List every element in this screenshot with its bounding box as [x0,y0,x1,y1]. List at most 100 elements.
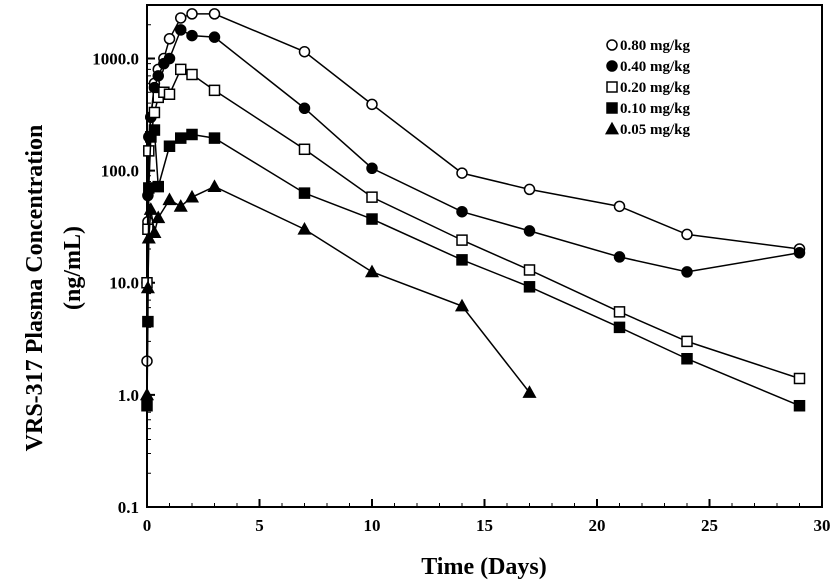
data-point [143,145,155,157]
data-point [143,182,155,194]
x-tick-label: 20 [589,516,606,535]
y-tick-label: 100.0 [101,162,139,181]
y-tick-label: 0.1 [118,498,139,517]
data-point [364,264,380,278]
data-point [186,128,198,141]
data-point [152,70,164,82]
data-point [366,213,378,225]
data-point [793,247,806,259]
x-axis-title: Time (Days) [421,554,547,580]
legend-marker [606,39,618,51]
series-layer [139,8,806,412]
series-line [146,127,800,407]
data-point [522,385,537,398]
y-tick-label: 1000.0 [92,49,139,68]
data-point [454,298,470,312]
data-point [141,399,153,412]
data-point [175,132,187,144]
data-point [681,352,693,365]
data-point [208,132,221,144]
data-point [207,179,222,192]
data-point [298,45,311,58]
x-tick-label: 10 [364,516,381,535]
data-point [186,29,198,42]
legend-marker [606,81,618,93]
data-point [456,234,468,246]
data-point [613,251,626,263]
data-point [613,321,626,334]
y-tick-label: 10.0 [109,274,139,293]
data-point [297,221,312,235]
data-point [140,280,155,294]
data-point [163,33,176,45]
series-0-20-mg-kg [141,63,806,385]
data-point [163,88,176,100]
legend-marker [606,102,618,114]
x-tick-label: 30 [814,516,831,535]
data-point [162,192,177,206]
x-tick-label: 15 [476,516,493,535]
series-0-10-mg-kg [141,124,806,412]
data-point [186,8,198,20]
legend-label: 0.80 mg/kg [620,38,691,54]
data-point [366,98,378,111]
series-0-80-mg-kg [141,8,806,367]
series-line [146,13,800,362]
data-point [151,210,166,224]
data-point [523,183,536,196]
data-point [148,124,161,136]
legend: 0.80 mg/kg 0.40 mg/kg 0.20 mg/kg 0.10 mg/kg… [604,38,691,138]
legend-marker [606,60,618,72]
axes: 0 5 10 15 20 25 30 0.1 1.0 10.0 100.0 1000.0 [92,4,831,535]
data-point [613,306,626,318]
data-point [298,143,311,156]
series-line [146,185,531,395]
data-point [523,264,536,276]
data-point [148,106,161,119]
legend-label: 0.05 mg/kg [620,122,691,138]
data-point [175,63,187,76]
data-point [175,24,187,36]
series-0-40-mg-kg [141,24,806,289]
data-point [147,225,162,238]
series-0-05-mg-kg [139,179,537,401]
plot-frame [146,4,823,508]
data-point [366,191,378,203]
data-point [298,187,311,199]
data-point [681,228,693,241]
data-point [208,84,221,97]
legend-label: 0.40 mg/kg [620,59,691,75]
legend-label: 0.20 mg/kg [620,80,691,96]
data-point [793,372,806,385]
data-point [173,199,188,212]
data-point [523,225,536,237]
y-axis-title: VRS-317 Plasma Concentration [22,125,48,452]
data-point [175,12,187,24]
legend-marker [604,121,620,135]
data-point [793,399,806,412]
data-point [152,180,164,193]
data-point [456,205,468,218]
y-axis-title-unit: (ng/mL) [60,226,86,310]
data-point [456,254,468,266]
data-point [681,335,693,348]
series-line [146,68,800,380]
data-point [148,81,161,94]
data-point [184,189,200,203]
data-point [139,387,155,401]
x-tick-label: 5 [255,516,264,535]
data-point [366,162,378,174]
legend-label: 0.10 mg/kg [620,101,691,117]
data-point [208,8,221,20]
data-point [523,281,536,293]
data-point [298,102,311,114]
data-point [613,200,626,213]
data-point [163,52,176,65]
data-point [143,202,158,215]
data-point [163,140,176,152]
data-point [681,266,693,278]
data-point [456,167,468,179]
data-point [186,68,198,81]
y-tick-label: 1.0 [118,386,139,405]
